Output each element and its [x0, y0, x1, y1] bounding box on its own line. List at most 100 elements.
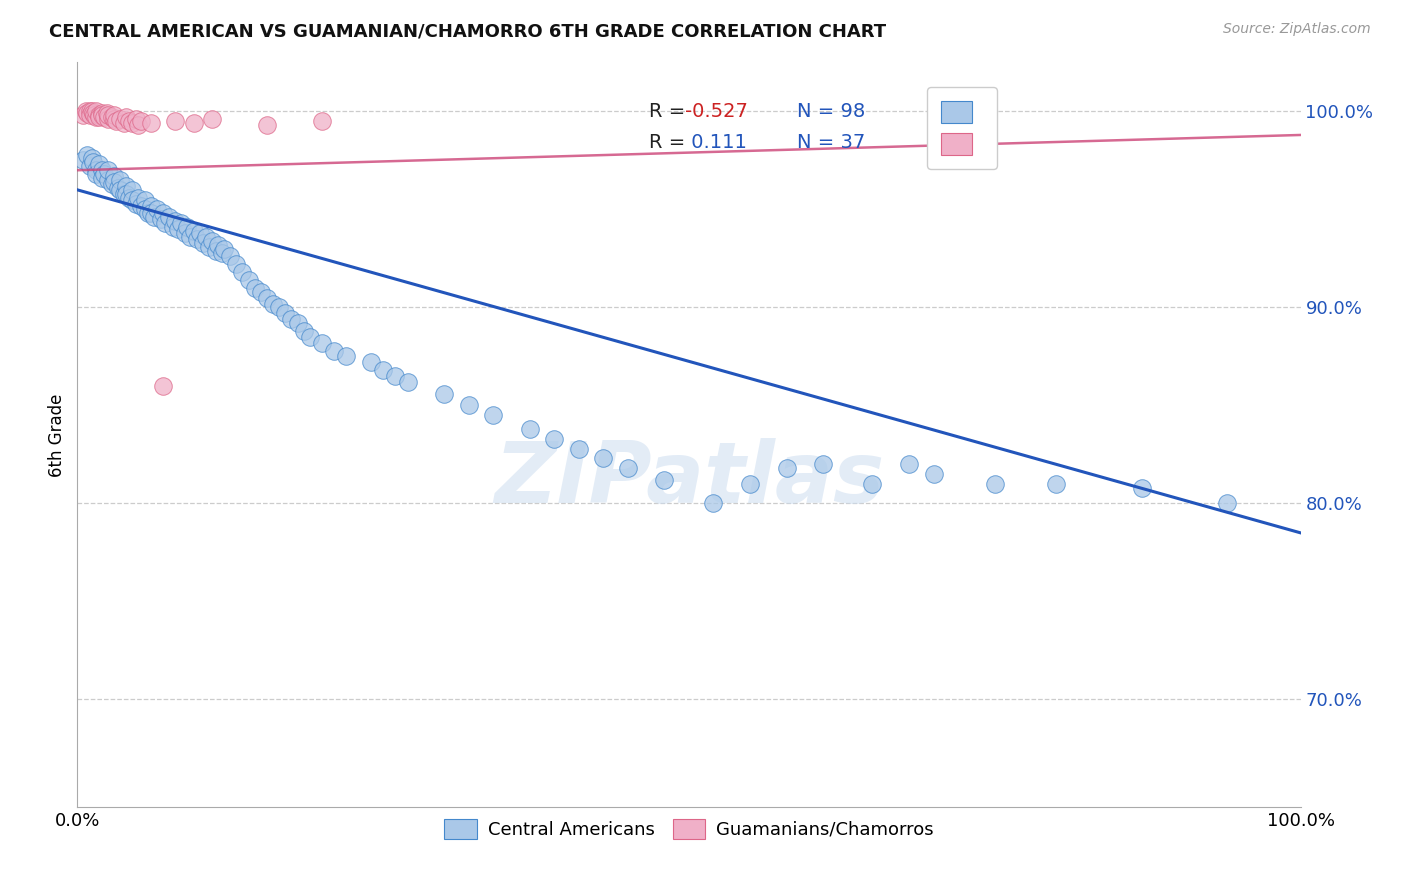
Point: [617, 461, 640, 475]
Point: [152, 206, 174, 220]
Point: [90, 171, 112, 186]
Point: [112, 186, 135, 201]
Point: [121, 183, 143, 197]
Point: [269, 301, 291, 315]
Point: [243, 281, 266, 295]
Point: [90, 108, 112, 122]
Point: [108, 183, 131, 197]
Point: [115, 178, 138, 193]
Point: [149, 212, 172, 227]
Point: [292, 324, 315, 338]
Point: [146, 202, 169, 217]
Point: [323, 343, 346, 358]
Point: [89, 157, 111, 171]
Point: [813, 457, 835, 471]
Point: [250, 285, 273, 299]
Point: [84, 104, 107, 119]
Point: [79, 104, 101, 119]
Text: -0.527: -0.527: [685, 102, 748, 121]
Point: [174, 226, 197, 240]
Point: [76, 106, 98, 120]
Point: [287, 316, 309, 330]
Point: [396, 375, 419, 389]
Point: [89, 111, 111, 125]
Point: [519, 422, 541, 436]
Text: ZIPatlas: ZIPatlas: [494, 438, 884, 521]
Point: [83, 108, 105, 122]
Text: CENTRAL AMERICAN VS GUAMANIAN/CHAMORRO 6TH GRADE CORRELATION CHART: CENTRAL AMERICAN VS GUAMANIAN/CHAMORRO 6…: [49, 22, 886, 40]
Point: [82, 155, 104, 169]
Point: [121, 193, 143, 207]
Text: Source: ZipAtlas.com: Source: ZipAtlas.com: [1223, 22, 1371, 37]
Point: [79, 159, 101, 173]
Point: [212, 242, 235, 256]
Point: [155, 216, 177, 230]
Point: [311, 114, 333, 128]
Point: [108, 112, 131, 127]
Point: [129, 114, 152, 128]
Point: [165, 114, 187, 128]
Point: [125, 112, 148, 127]
Point: [100, 111, 122, 125]
Point: [139, 198, 162, 212]
Text: 0.111: 0.111: [685, 133, 747, 152]
Point: [82, 106, 104, 120]
Point: [360, 355, 382, 369]
Point: [201, 234, 224, 248]
Point: [89, 108, 111, 122]
Point: [152, 379, 174, 393]
Point: [108, 173, 131, 187]
Point: [311, 335, 333, 350]
Point: [211, 245, 233, 260]
Point: [702, 496, 724, 510]
Point: [207, 237, 229, 252]
Point: [139, 116, 162, 130]
Text: N = 98: N = 98: [797, 102, 865, 121]
Point: [165, 214, 187, 228]
Point: [166, 222, 188, 236]
Point: [433, 386, 456, 401]
Point: [136, 206, 159, 220]
Point: [121, 116, 143, 130]
Point: [198, 240, 221, 254]
Point: [162, 220, 184, 235]
Point: [170, 216, 193, 230]
Point: [274, 306, 297, 320]
Point: [922, 467, 945, 481]
Point: [75, 104, 97, 119]
Point: [984, 476, 1007, 491]
Point: [79, 108, 101, 122]
Point: [193, 235, 215, 250]
Point: [103, 175, 125, 189]
Point: [204, 244, 226, 258]
Point: [740, 476, 762, 491]
Point: [84, 163, 107, 178]
Point: [256, 291, 278, 305]
Point: [592, 451, 614, 466]
Point: [568, 442, 591, 456]
Point: [482, 409, 505, 423]
Point: [139, 206, 162, 220]
Point: [543, 432, 565, 446]
Point: [176, 220, 198, 235]
Point: [457, 399, 479, 413]
Point: [84, 167, 107, 181]
Point: [97, 173, 120, 187]
Point: [862, 476, 884, 491]
Point: [96, 106, 118, 120]
Point: [186, 232, 208, 246]
Point: [1216, 496, 1239, 510]
Point: [100, 177, 122, 191]
Point: [898, 457, 921, 471]
Point: [93, 167, 115, 181]
Point: [298, 330, 321, 344]
Point: [194, 230, 217, 244]
Point: [112, 116, 135, 130]
Point: [129, 198, 152, 212]
Point: [97, 163, 120, 178]
Point: [115, 111, 138, 125]
Point: [97, 108, 120, 122]
Point: [1130, 481, 1153, 495]
Point: [103, 112, 125, 127]
Point: [118, 114, 141, 128]
